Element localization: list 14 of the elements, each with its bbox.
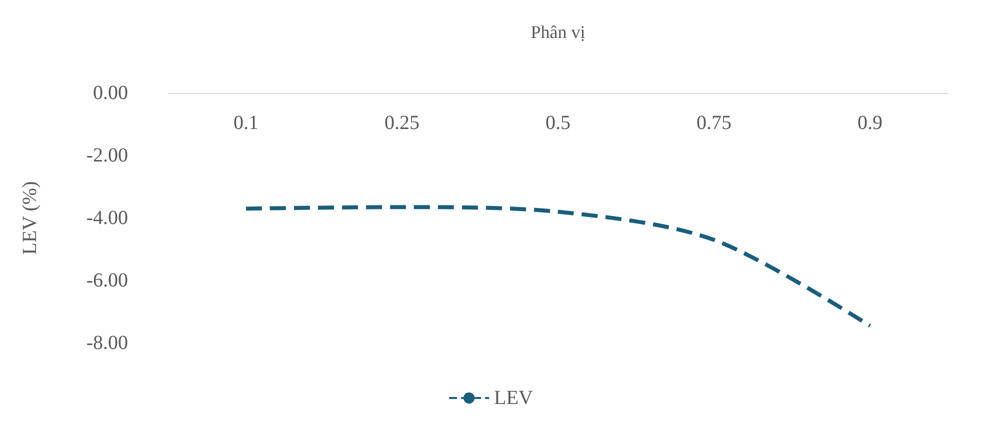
x-tick-label: 0.75 bbox=[696, 112, 732, 134]
line-series bbox=[244, 205, 872, 328]
y-tick-label: -2.00 bbox=[86, 144, 128, 166]
y-tick-label: -8.00 bbox=[86, 332, 128, 354]
y-axis-title: LEV (%) bbox=[19, 181, 41, 255]
y-tick-label: 0.00 bbox=[93, 82, 128, 104]
y-tick-label: -6.00 bbox=[86, 270, 128, 292]
x-tick-label: 0.25 bbox=[384, 112, 420, 134]
y-tick-label: -4.00 bbox=[86, 207, 128, 229]
x-tick-label: 0.9 bbox=[858, 112, 882, 134]
x-axis-title: Phân vị bbox=[530, 22, 586, 42]
legend-label: LEV bbox=[494, 387, 534, 409]
x-tick-label: 0.1 bbox=[234, 112, 258, 134]
x-tick-label: 0.5 bbox=[546, 112, 570, 134]
